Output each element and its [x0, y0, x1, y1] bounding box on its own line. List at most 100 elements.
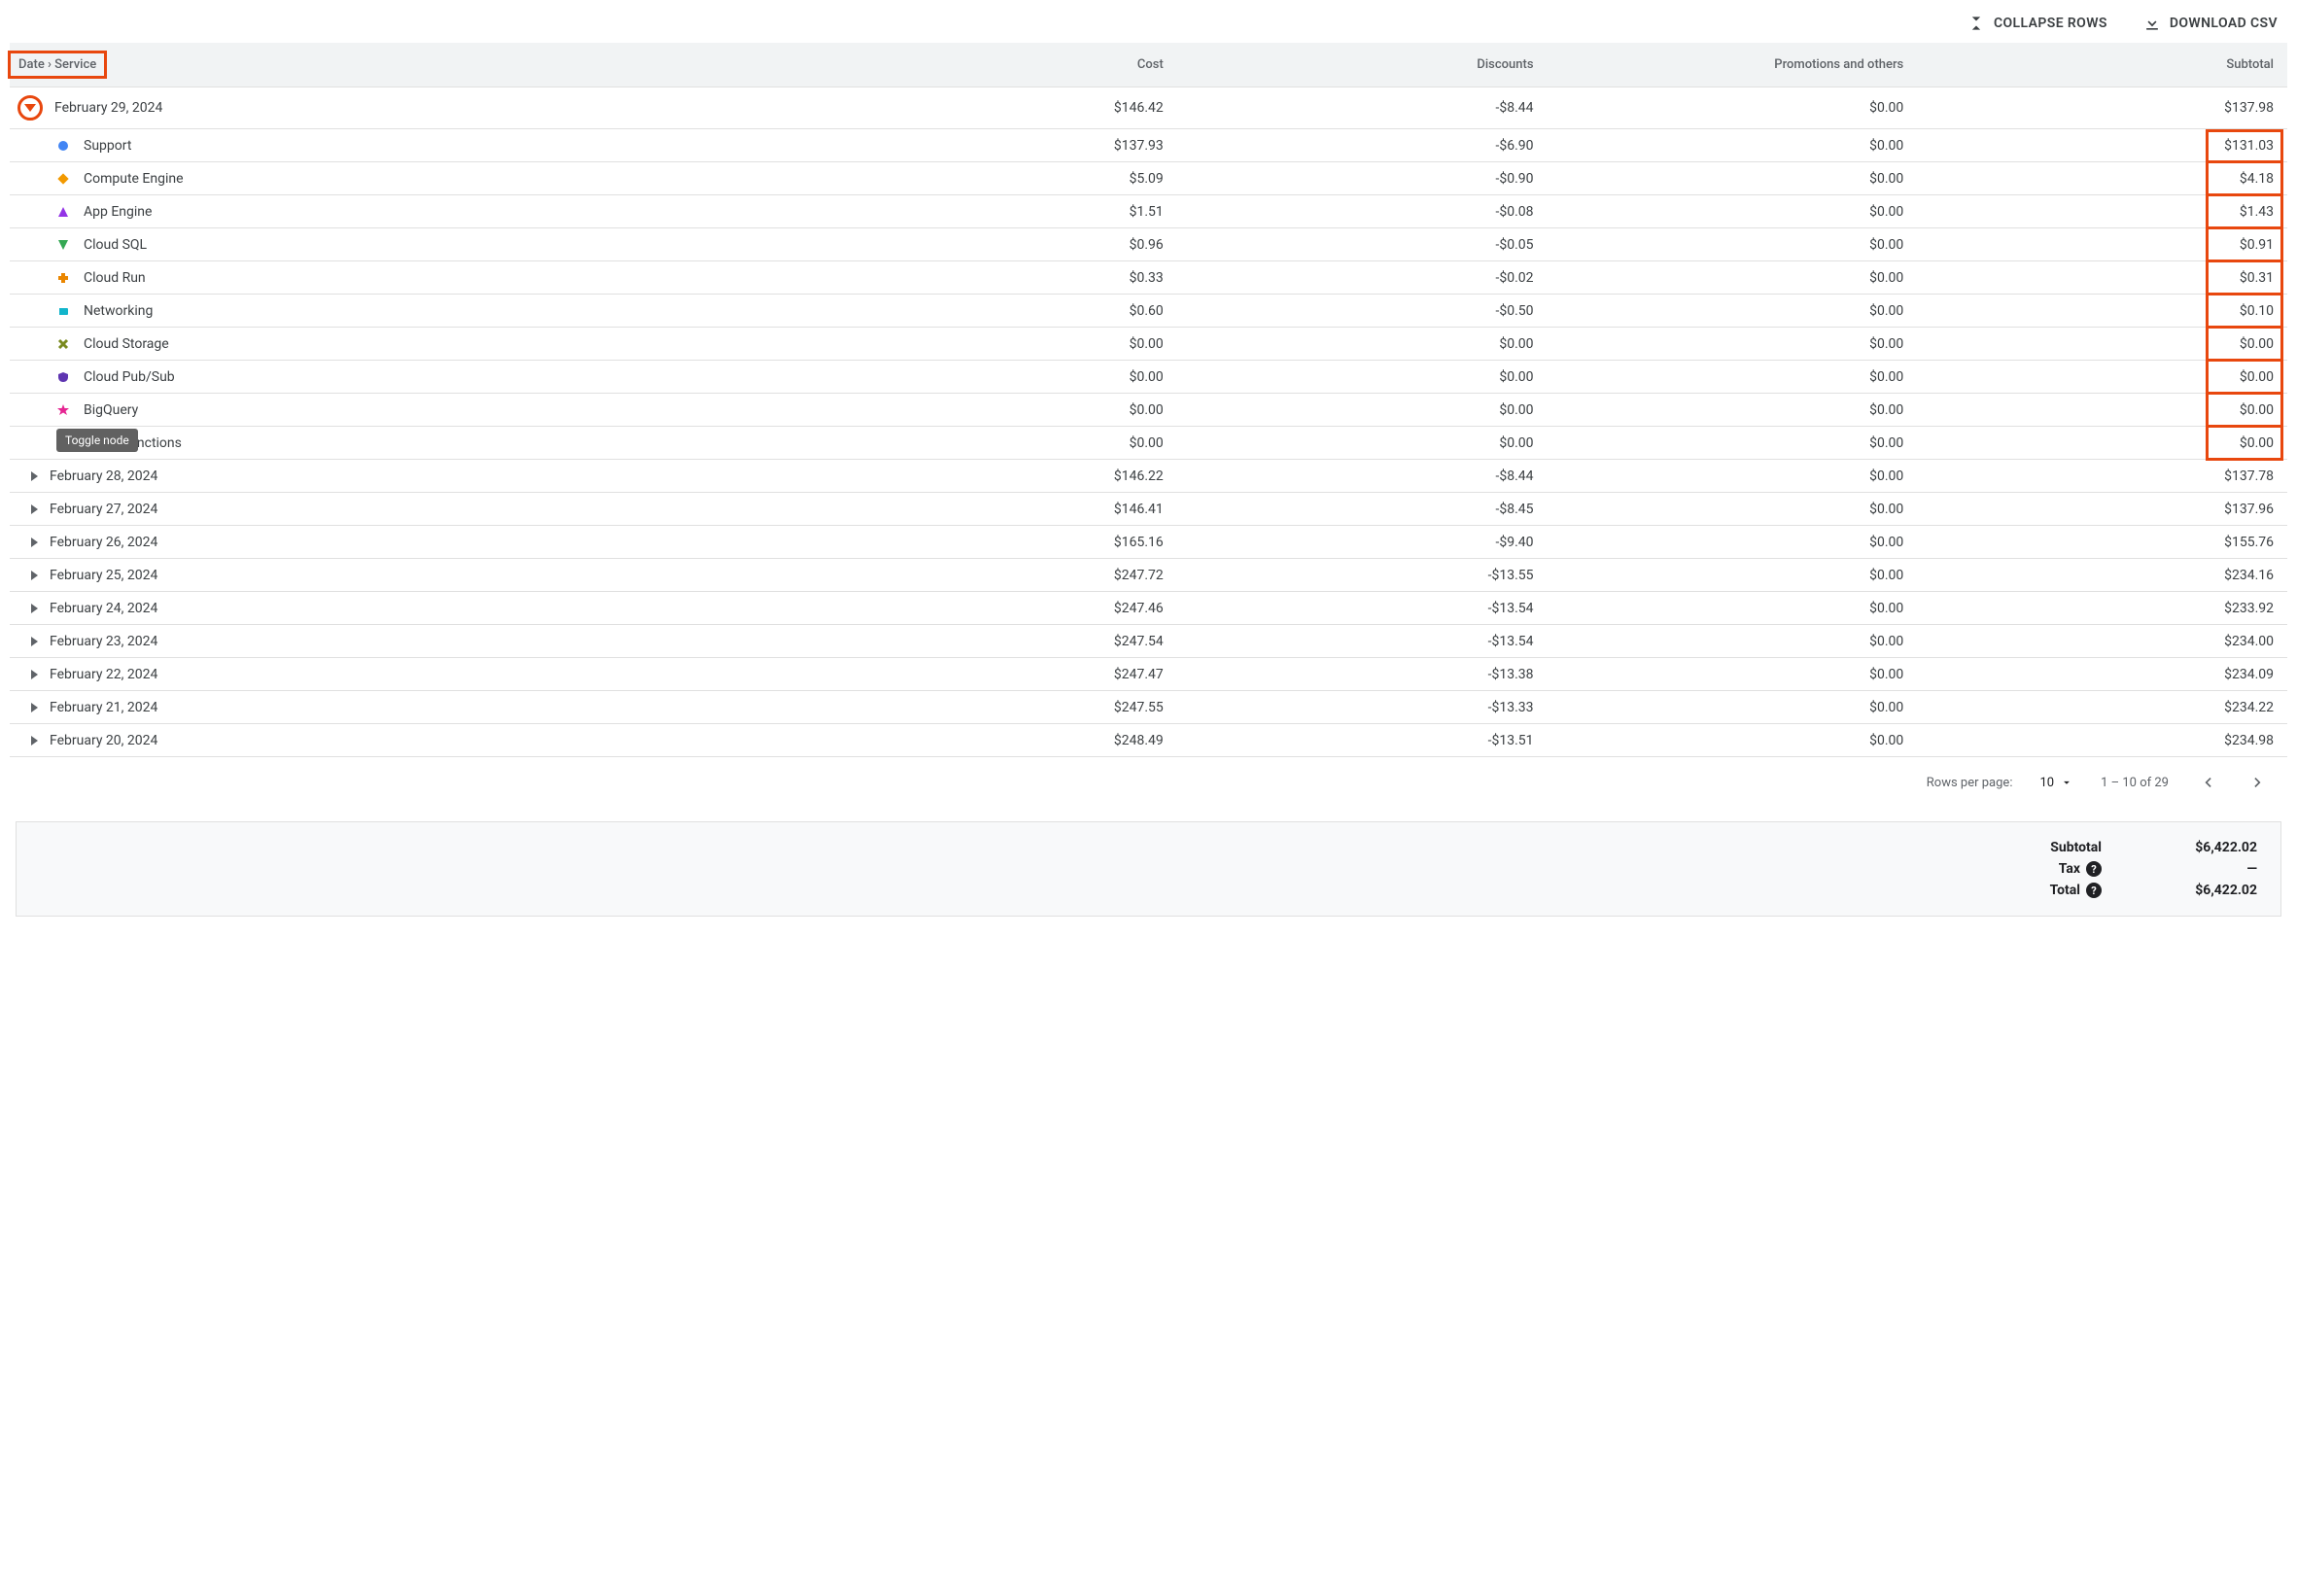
date-row-collapsed[interactable]: February 25, 2024 $247.72 -$13.55 $0.00 … — [10, 559, 2287, 592]
cost-cell: $0.00 — [807, 394, 1177, 427]
discounts-cell: -$13.54 — [1177, 625, 1548, 658]
promotions-cell: $0.00 — [1548, 195, 1918, 228]
expand-toggle[interactable] — [31, 471, 38, 481]
cost-cell: $5.09 — [807, 162, 1177, 195]
promotions-cell: $0.00 — [1548, 427, 1918, 460]
col-header-name-text: Date › Service — [18, 57, 96, 72]
date-row-expanded[interactable]: February 29, 2024 $146.42 -$8.44 $0.00 $… — [10, 87, 2287, 129]
expand-toggle[interactable] — [31, 604, 38, 613]
summary-total-value: $6,422.02 — [2170, 883, 2257, 898]
summary-subtotal-label: Subtotal — [2050, 840, 2102, 855]
series-marker-icon — [56, 172, 70, 186]
collapse-rows-button[interactable]: COLLAPSE ROWS — [1966, 14, 2107, 33]
help-icon[interactable]: ? — [2086, 883, 2102, 898]
pager-next-button[interactable] — [2246, 771, 2270, 794]
chevron-down-icon — [2060, 776, 2073, 789]
cost-cell: $165.16 — [807, 526, 1177, 559]
cost-cell: $247.46 — [807, 592, 1177, 625]
service-name: Compute Engine — [84, 171, 184, 187]
date-row-collapsed[interactable]: February 26, 2024 $165.16 -$9.40 $0.00 $… — [10, 526, 2287, 559]
help-icon[interactable]: ? — [2086, 861, 2102, 877]
date-row-collapsed[interactable]: February 28, 2024 $146.22 -$8.44 $0.00 $… — [10, 460, 2287, 493]
expand-toggle[interactable] — [31, 637, 38, 646]
expand-toggle[interactable] — [31, 571, 38, 580]
service-name: App Engine — [84, 204, 152, 220]
table-pager: Rows per page: 10 1 – 10 of 29 — [10, 757, 2287, 808]
series-marker-icon — [56, 403, 70, 417]
service-name: BigQuery — [84, 402, 138, 418]
service-row: Toggle node Cloud Functions $0.00 $0.00 … — [10, 427, 2287, 460]
series-marker-icon — [56, 271, 70, 285]
cost-cell: $247.55 — [807, 691, 1177, 724]
date-label: February 23, 2024 — [50, 634, 157, 649]
subtotal-cell: $234.00 — [1917, 625, 2287, 658]
date-label: February 25, 2024 — [50, 568, 157, 583]
service-name: Cloud Run — [84, 270, 146, 286]
pager-prev-button[interactable] — [2196, 771, 2219, 794]
subtotal-cell: $137.78 — [1917, 460, 2287, 493]
date-row-collapsed[interactable]: February 21, 2024 $247.55 -$13.33 $0.00 … — [10, 691, 2287, 724]
date-row-collapsed[interactable]: February 22, 2024 $247.47 -$13.38 $0.00 … — [10, 658, 2287, 691]
cost-cell: $0.00 — [807, 427, 1177, 460]
subtotal-cell: $233.92 — [1917, 592, 2287, 625]
expand-toggle[interactable] — [31, 504, 38, 514]
subtotal-cell: $1.43 — [1917, 195, 2287, 228]
date-label: February 21, 2024 — [50, 700, 157, 715]
date-row-collapsed[interactable]: February 27, 2024 $146.41 -$8.45 $0.00 $… — [10, 493, 2287, 526]
summary-total-label-text: Total — [2050, 883, 2080, 898]
expand-toggle[interactable] — [31, 538, 38, 547]
subtotal-cell: $0.00 — [1917, 361, 2287, 394]
cost-cell: $146.22 — [807, 460, 1177, 493]
date-row-collapsed[interactable]: February 23, 2024 $247.54 -$13.54 $0.00 … — [10, 625, 2287, 658]
promotions-cell: $0.00 — [1548, 724, 1918, 757]
subtotal-cell: $234.98 — [1917, 724, 2287, 757]
discounts-cell: -$0.02 — [1177, 261, 1548, 295]
expand-toggle[interactable] — [17, 95, 43, 121]
date-label: February 29, 2024 — [54, 100, 162, 116]
series-marker-icon — [56, 238, 70, 252]
rows-per-page-label: Rows per page: — [1927, 776, 2013, 790]
series-marker-icon — [56, 139, 70, 153]
promotions-cell: $0.00 — [1548, 493, 1918, 526]
expand-toggle[interactable] — [31, 736, 38, 746]
service-row: Support $137.93 -$6.90 $0.00 $131.03 — [10, 129, 2287, 162]
summary-box: Subtotal $6,422.02 Tax ? — Total ? $6,42… — [16, 821, 2281, 917]
series-marker-icon — [56, 205, 70, 219]
subtotal-cell: $155.76 — [1917, 526, 2287, 559]
chevron-right-icon — [2248, 773, 2268, 792]
service-row: BigQuery $0.00 $0.00 $0.00 $0.00 — [10, 394, 2287, 427]
expand-toggle[interactable] — [31, 703, 38, 712]
service-row: Cloud Storage $0.00 $0.00 $0.00 $0.00 — [10, 328, 2287, 361]
discounts-cell: -$8.44 — [1177, 87, 1548, 129]
date-label: February 22, 2024 — [50, 667, 157, 682]
col-header-cost[interactable]: Cost — [807, 43, 1177, 87]
summary-tax-value: — — [2170, 861, 2257, 877]
col-header-promotions[interactable]: Promotions and others — [1548, 43, 1918, 87]
expand-toggle[interactable] — [31, 670, 38, 679]
date-row-collapsed[interactable]: February 20, 2024 $248.49 -$13.51 $0.00 … — [10, 724, 2287, 757]
col-header-discounts[interactable]: Discounts — [1177, 43, 1548, 87]
promotions-cell: $0.00 — [1548, 261, 1918, 295]
subtotal-cell: $234.22 — [1917, 691, 2287, 724]
service-row: Cloud Pub/Sub $0.00 $0.00 $0.00 $0.00 — [10, 361, 2287, 394]
col-header-subtotal[interactable]: Subtotal — [1917, 43, 2287, 87]
col-header-name[interactable]: Date › Service — [10, 43, 807, 87]
cost-cell: $0.33 — [807, 261, 1177, 295]
promotions-cell: $0.00 — [1548, 559, 1918, 592]
summary-subtotal-value: $6,422.02 — [2170, 840, 2257, 855]
promotions-cell: $0.00 — [1548, 394, 1918, 427]
service-name: Cloud Storage — [84, 336, 169, 352]
rows-per-page-select[interactable]: 10 — [2039, 776, 2073, 790]
cost-cell: $0.00 — [807, 361, 1177, 394]
summary-tax-label-text: Tax — [2059, 861, 2080, 877]
subtotal-cell: $0.10 — [1917, 295, 2287, 328]
cost-table: Date › Service Cost Discounts Promotions… — [10, 43, 2287, 757]
promotions-cell: $0.00 — [1548, 460, 1918, 493]
discounts-cell: -$8.45 — [1177, 493, 1548, 526]
date-row-collapsed[interactable]: February 24, 2024 $247.46 -$13.54 $0.00 … — [10, 592, 2287, 625]
promotions-cell: $0.00 — [1548, 162, 1918, 195]
download-csv-button[interactable]: DOWNLOAD CSV — [2142, 14, 2278, 33]
subtotal-cell: $0.00 — [1917, 427, 2287, 460]
discounts-cell: $0.00 — [1177, 394, 1548, 427]
discounts-cell: -$13.54 — [1177, 592, 1548, 625]
